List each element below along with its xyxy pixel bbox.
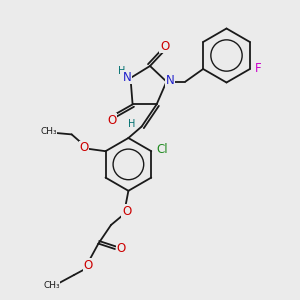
Text: CH₃: CH₃	[40, 127, 57, 136]
Text: CH₃: CH₃	[43, 281, 60, 290]
Text: F: F	[255, 62, 262, 76]
Text: O: O	[84, 259, 93, 272]
Text: O: O	[79, 141, 88, 154]
Text: Cl: Cl	[156, 143, 168, 156]
Text: O: O	[107, 113, 116, 127]
Text: H: H	[118, 66, 125, 76]
Text: H: H	[128, 119, 136, 129]
Text: O: O	[160, 40, 169, 53]
Text: N: N	[166, 74, 175, 87]
Text: N: N	[122, 71, 131, 84]
Text: O: O	[122, 205, 131, 218]
Text: O: O	[116, 242, 125, 256]
